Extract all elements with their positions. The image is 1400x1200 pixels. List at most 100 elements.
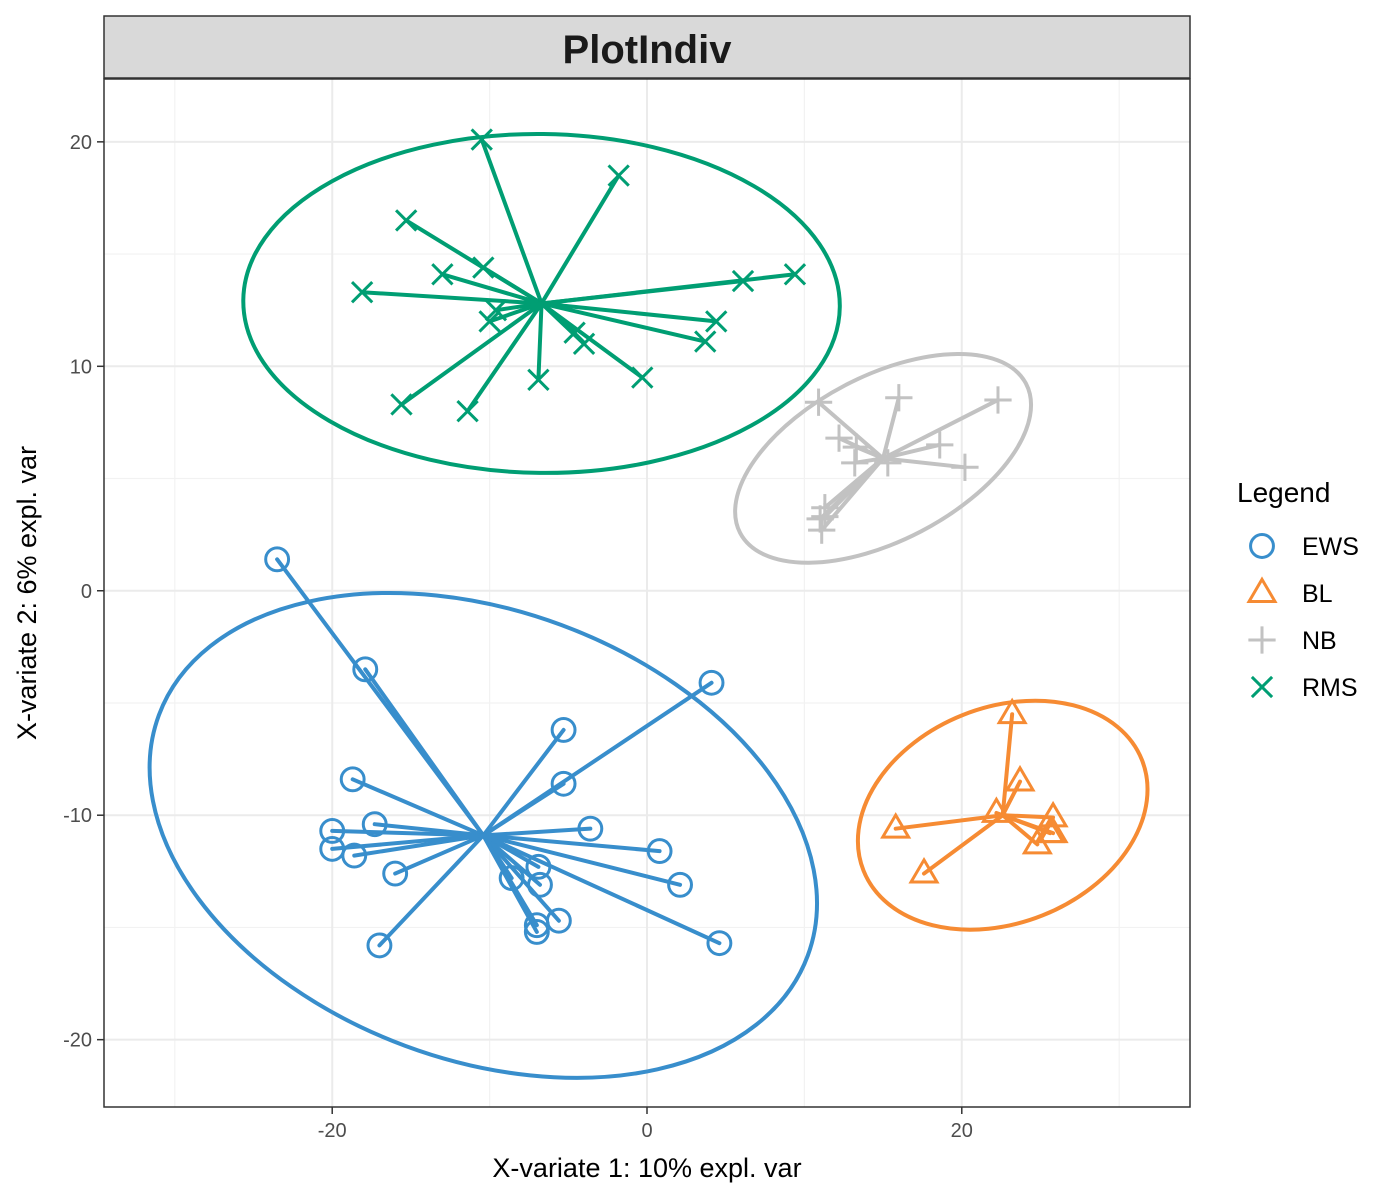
legend-item-bl: BL [1246, 576, 1333, 608]
star-line-ews [350, 777, 486, 838]
star-line-nb [881, 395, 901, 461]
sample-points [264, 128, 1069, 959]
point-ews [366, 932, 393, 959]
legend-key-rms [1250, 675, 1274, 699]
star-line-ews [393, 833, 486, 876]
point-bl [880, 812, 912, 839]
star-line-rms [487, 301, 544, 324]
point-nb [984, 386, 1012, 414]
star-line-rms [360, 290, 544, 306]
star-line-rms [539, 173, 621, 306]
point-nb [825, 424, 853, 452]
legend-item-ews: EWS [1249, 533, 1359, 561]
point-bl [996, 697, 1028, 725]
point-ews [264, 546, 291, 573]
star-line-ews [481, 781, 566, 838]
star-line-ews [481, 833, 722, 946]
x-axis-title: X-variate 1: 10% expl. var [492, 1153, 801, 1183]
star-line-ews [352, 833, 486, 858]
point-rms [705, 310, 728, 333]
point-nb [874, 449, 902, 477]
x-tick-label: 0 [641, 1120, 652, 1142]
star-line-rms [399, 301, 544, 407]
point-ews [706, 930, 733, 957]
point-ews [577, 815, 604, 842]
legend: Legend EWS BL NB RMS [1237, 477, 1359, 702]
point-rms [456, 400, 479, 423]
star-line-nb [881, 397, 1000, 461]
point-rms [572, 332, 596, 356]
star-line-nb [881, 456, 967, 470]
star-line-bl [1000, 712, 1015, 818]
star-line-ews [481, 727, 566, 838]
ellipse-ews [147, 590, 819, 1080]
chart-title: PlotIndiv [563, 28, 733, 72]
point-rms [431, 263, 454, 286]
point-ews [550, 716, 577, 743]
point-ews [523, 918, 550, 945]
star-line-nb [881, 442, 942, 461]
legend-items: EWS BL NB RMS [1246, 533, 1359, 702]
point-nb [842, 433, 870, 461]
point-rms [731, 269, 755, 293]
star-line-rms [536, 301, 544, 382]
y-axis-title: X-variate 2: 6% expl. var [12, 446, 42, 740]
y-tick-label: -10 [63, 805, 92, 827]
star-line-ews [330, 828, 486, 838]
point-bl [1021, 827, 1053, 855]
point-rms [607, 164, 630, 187]
y-tick-label: 20 [70, 132, 92, 154]
y-tick-label: 0 [81, 581, 92, 603]
y-axis: -20 -10 0 10 20 [63, 132, 104, 1052]
legend-label: NB [1302, 627, 1337, 655]
legend-label: EWS [1302, 533, 1359, 561]
point-ews [523, 912, 550, 939]
point-ews [382, 860, 409, 887]
star-line-ews [363, 667, 486, 838]
star-line-nb [854, 445, 886, 461]
point-rms [470, 128, 493, 151]
point-ews [646, 838, 673, 865]
ellipse-rms [241, 131, 842, 475]
y-tick-label: -20 [63, 1030, 92, 1052]
point-rms [527, 368, 550, 391]
point-nb [806, 505, 834, 533]
point-rms [783, 263, 807, 286]
point-nb [811, 503, 839, 531]
legend-label: BL [1302, 580, 1333, 608]
star-line-rms [539, 301, 719, 324]
legend-label: RMS [1302, 674, 1358, 702]
point-rms [478, 310, 501, 333]
point-ews [339, 766, 366, 793]
point-ews [527, 871, 553, 898]
x-axis: -20 0 20 [318, 1107, 973, 1142]
star-line-rms [539, 272, 797, 306]
star-line-ews [481, 833, 662, 854]
legend-key-ews [1249, 533, 1275, 559]
legend-item-rms: RMS [1250, 674, 1358, 702]
point-nb [841, 449, 869, 477]
ellipse-bl [855, 698, 1150, 932]
point-ews [498, 865, 525, 891]
point-rms [472, 256, 495, 279]
point-rms [484, 299, 508, 322]
point-ews [698, 669, 725, 696]
point-ews [550, 770, 577, 797]
point-nb [951, 453, 979, 481]
legend-title: Legend [1237, 477, 1330, 508]
star-line-bl [1000, 779, 1023, 818]
point-bl [980, 796, 1012, 823]
star-line-rms [465, 301, 544, 414]
point-ews [361, 811, 388, 838]
star-line-bl [922, 813, 1005, 876]
star-line-ews [481, 826, 593, 838]
y-tick-label: 10 [70, 356, 92, 378]
star-line-ews [481, 833, 561, 923]
star-line-rms [539, 301, 708, 344]
star-line-rms [539, 301, 645, 380]
point-rms [390, 393, 413, 416]
point-nb [926, 431, 954, 459]
minor-gridlines [104, 79, 1190, 1107]
confidence-ellipses [147, 131, 1150, 1080]
